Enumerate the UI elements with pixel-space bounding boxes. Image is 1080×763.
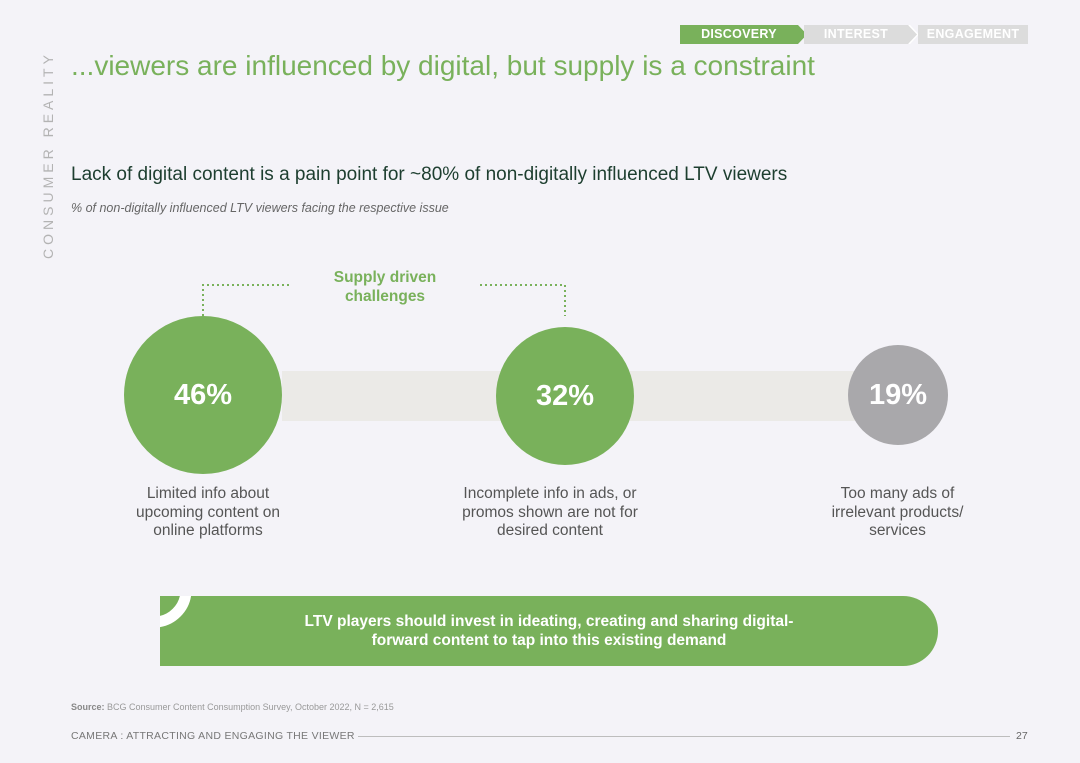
headline: Lack of digital content is a pain point … — [71, 164, 788, 185]
stage-discovery[interactable]: DISCOVERY — [680, 25, 798, 44]
stage-interest-label: INTEREST — [823, 27, 889, 41]
connector-band-2 — [630, 371, 855, 421]
source-note: Source: BCG Consumer Content Consumption… — [71, 702, 394, 712]
issue-label-1: Limited info about upcoming content on o… — [98, 485, 318, 541]
issue-label-2: Incomplete info in ads, or promos shown … — [430, 485, 670, 541]
stage-interest[interactable]: INTEREST — [804, 25, 908, 44]
issue-value-3: 19% — [868, 378, 928, 411]
issue-label-3-line2: irrelevant products/ — [831, 503, 964, 521]
stage-engagement-label: ENGAGEMENT — [926, 27, 1020, 41]
chevron-right-icon — [798, 25, 807, 44]
callout-line1: LTV players should invest in ideating, c… — [304, 613, 794, 630]
issue-circle-2: 32% — [496, 327, 634, 465]
stage-engagement[interactable]: ENGAGEMENT — [918, 25, 1028, 44]
issue-label-3-line1: Too many ads of — [840, 485, 955, 502]
issue-circle-1: 46% — [124, 316, 282, 474]
page-title: ...viewers are influenced by digital, bu… — [71, 50, 815, 81]
supply-bracket — [202, 284, 566, 316]
issue-label-1-line3: online platforms — [153, 522, 263, 539]
issue-label-2-line1: Incomplete info in ads, or — [463, 485, 637, 502]
supply-driven-label-line2: challenges — [344, 288, 426, 305]
supply-driven-label: Supply driven challenges — [300, 268, 470, 306]
footer-title: CAMERA : ATTRACTING AND ENGAGING THE VIE… — [71, 730, 355, 742]
source-text: BCG Consumer Content Consumption Survey,… — [107, 702, 394, 712]
key-takeaway-callout: LTV players should invest in ideating, c… — [160, 596, 938, 666]
issue-value-2: 32% — [535, 379, 595, 412]
callout-line2: forward content to tap into this existin… — [371, 632, 727, 649]
footer-divider — [358, 736, 1010, 737]
subtitle: % of non-digitally influenced LTV viewer… — [71, 201, 449, 215]
callout-text: LTV players should invest in ideating, c… — [230, 596, 868, 666]
page-number: 27 — [1016, 730, 1028, 742]
arc-decoration-icon — [160, 596, 192, 628]
issue-label-1-line2: upcoming content on — [136, 503, 280, 521]
source-label: Source: — [71, 702, 105, 712]
connector-band-1 — [282, 371, 502, 421]
issue-label-3-line3: services — [869, 522, 926, 539]
issue-circle-3: 19% — [848, 345, 948, 445]
issue-label-2-line2: promos shown are not for — [462, 503, 638, 521]
issue-label-2-line3: desired content — [497, 522, 603, 539]
issue-label-3: Too many ads of irrelevant products/ ser… — [795, 485, 1000, 541]
issue-value-1: 46% — [173, 378, 233, 411]
issue-label-1-line1: Limited info about — [146, 485, 270, 502]
supply-driven-label-line1: Supply driven — [333, 269, 437, 286]
stage-nav: DISCOVERY INTEREST ENGAGEMENT — [680, 25, 1028, 44]
stage-discovery-label: DISCOVERY — [701, 27, 777, 41]
